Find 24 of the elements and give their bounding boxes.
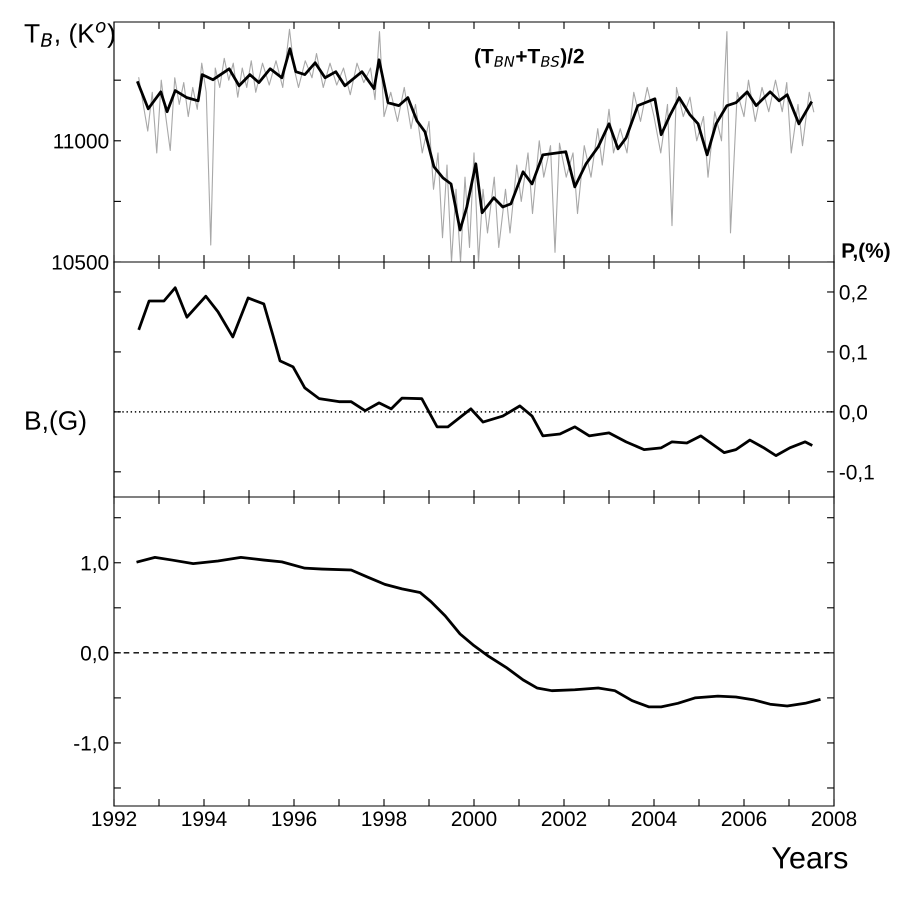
y2-tick-label: 0,0 <box>840 404 868 422</box>
x-tick-label: 2006 <box>722 811 766 826</box>
x-tick-label: 2002 <box>542 811 586 826</box>
y2-tick-label: 0,2 <box>840 284 867 302</box>
y2-tick-label: -0,1 <box>840 464 874 482</box>
line-series <box>136 47 812 232</box>
x-axis-title: Years <box>772 847 848 869</box>
y2-axis-title: P,(%) <box>842 242 890 262</box>
y-axis-title: B,(G) <box>26 410 86 436</box>
x-tick-label: 1992 <box>92 811 136 826</box>
x-tick-label: 2000 <box>452 811 496 826</box>
y-tick-label: 11000 <box>54 134 108 149</box>
annotation: (T$_{BN}$+T$_{BS}$)/2 <box>475 48 584 68</box>
y-tick-label: 10500 <box>52 255 108 270</box>
x-tick-label: 1996 <box>272 811 316 826</box>
x-tick-label: 2008 <box>812 811 856 826</box>
y2-tick-label: 0,1 <box>840 344 867 362</box>
line-series <box>138 28 814 262</box>
y-tick-label: 1,0 <box>82 556 108 573</box>
x-tick-label: 2004 <box>632 811 677 826</box>
y-tick-label: -1,0 <box>74 736 108 754</box>
y-tick-label: 0,0 <box>80 646 108 664</box>
x-tick-label: 1998 <box>362 811 406 826</box>
x-tick-label: 1994 <box>182 811 227 826</box>
